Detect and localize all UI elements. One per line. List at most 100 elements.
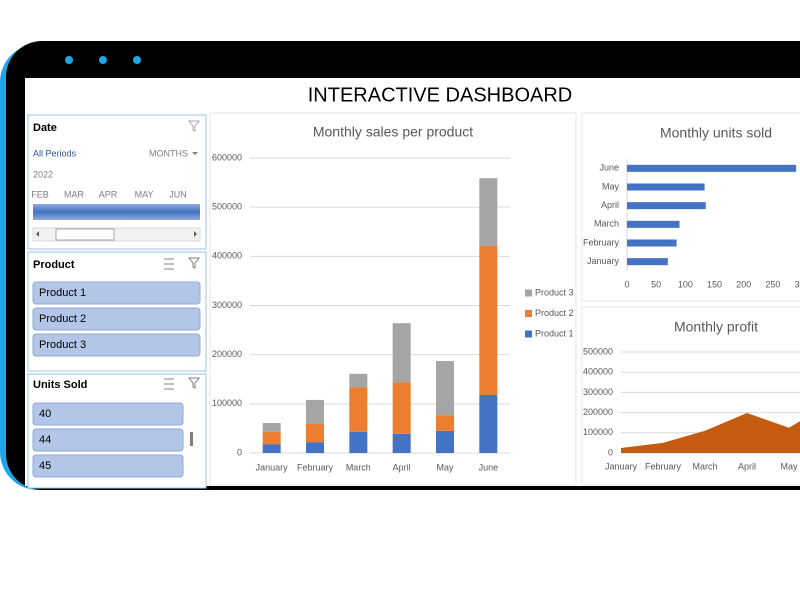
x-tick-label: May	[436, 462, 454, 472]
slicer-item[interactable]	[32, 454, 184, 478]
bar-segment	[262, 431, 281, 445]
dot	[133, 56, 141, 64]
slicer-title: Product	[33, 259, 75, 271]
x-tick-label: January	[256, 462, 289, 472]
y-tick-label: 500000	[212, 202, 242, 212]
legend-label: Product 3	[535, 287, 574, 297]
bar-segment	[349, 387, 368, 432]
slicer-item-label: 44	[39, 434, 51, 446]
chart-title: Monthly sales per product	[313, 124, 473, 140]
y-tick-label: May	[602, 181, 620, 191]
bar-segment	[349, 431, 368, 453]
month-label: JUN	[169, 189, 187, 199]
x-tick-label: March	[346, 462, 371, 472]
product-items: Product 1 Product 2 Product 3	[32, 281, 201, 357]
legend-label: Product 2	[535, 308, 574, 318]
y-tick-label: 100000	[212, 398, 242, 408]
period-label: All Periods	[33, 148, 77, 158]
bar-segment	[436, 361, 454, 416]
y-tick-label: 500000	[583, 346, 613, 356]
legend-label: Product 1	[535, 328, 574, 338]
chart-title: Monthly units sold	[660, 125, 772, 141]
x-tick-label: June	[479, 462, 499, 472]
y-tick-label: April	[601, 200, 619, 210]
legend-swatch	[525, 289, 532, 297]
dot	[65, 56, 73, 64]
slicer-item-label: 45	[39, 460, 51, 472]
y-tick-label: June	[599, 163, 619, 173]
dropdown-arrow[interactable]	[192, 152, 198, 155]
bar	[627, 220, 680, 228]
x-tick-label: March	[692, 461, 717, 471]
bar-segment	[392, 433, 411, 453]
slicer-item[interactable]	[32, 333, 201, 357]
bar-segment	[262, 423, 281, 432]
bar-segment	[436, 430, 454, 453]
month-label: MAR	[64, 189, 85, 199]
x-tick-label: February	[297, 462, 334, 472]
y-tick-label: 0	[237, 447, 242, 457]
x-tick-label: 100	[678, 279, 693, 289]
dot	[99, 56, 107, 64]
bar-segment	[479, 246, 498, 395]
x-tick-label: 50	[651, 279, 661, 289]
x-tick-label: 300	[794, 279, 800, 289]
bar-segment	[306, 442, 324, 453]
slicer-item-label: Product 2	[39, 313, 86, 325]
y-tick-label: 200000	[583, 407, 613, 417]
date-slicer[interactable]	[27, 114, 207, 250]
clear-filter-icon[interactable]	[187, 120, 201, 132]
slicer-item[interactable]	[32, 402, 184, 426]
slicer-item[interactable]	[32, 307, 201, 331]
x-tick-label: 250	[765, 279, 780, 289]
bar-segment	[306, 423, 324, 443]
y-tick-label: 600000	[212, 152, 242, 162]
slicer-item-label: 40	[39, 408, 51, 420]
bar-segment	[392, 323, 411, 383]
y-tick-label: March	[594, 219, 619, 229]
y-tick-label: 100000	[583, 427, 613, 437]
scroll-thumb[interactable]	[190, 432, 193, 446]
bar-segment	[349, 373, 368, 388]
bar	[627, 202, 706, 210]
units-items: 40 44 45	[32, 402, 184, 478]
dashboard-title: INTERACTIVE DASHBOARD	[308, 84, 572, 106]
bar-segment	[479, 178, 498, 247]
bar-segment	[306, 399, 324, 424]
slicer-item[interactable]	[32, 428, 184, 452]
y-tick-label: 200000	[212, 349, 242, 359]
y-tick-label: January	[587, 256, 620, 266]
chart-panel	[581, 306, 800, 486]
level-label[interactable]: MONTHS	[149, 148, 188, 158]
bar-segment	[479, 394, 498, 453]
y-tick-label: 400000	[583, 367, 613, 377]
y-tick-label: 300000	[212, 300, 242, 310]
bar-segment	[262, 444, 281, 453]
x-tick-label: 200	[736, 279, 751, 289]
bar	[627, 183, 705, 191]
timeline-bar[interactable]	[33, 204, 200, 220]
bar	[627, 258, 668, 266]
slicer-item[interactable]	[32, 281, 201, 305]
slicer-item-label: Product 1	[39, 287, 86, 299]
x-tick-label: April	[738, 461, 756, 471]
x-tick-label: April	[393, 462, 411, 472]
slicer-icons[interactable]	[164, 257, 201, 270]
x-tick-label: January	[605, 461, 638, 471]
slicer-title: Date	[33, 122, 57, 134]
legend-swatch	[525, 310, 532, 317]
slicer-item-label: Product 3	[39, 339, 86, 351]
chart-title: Monthly profit	[674, 319, 758, 335]
slicer-icons[interactable]	[164, 377, 201, 390]
month-label: APR	[99, 189, 118, 199]
device: INTERACTIVE DASHBOARD Date All Periods M…	[0, 41, 800, 490]
slicer-title: Units Sold	[33, 379, 87, 391]
month-label: MAY	[135, 189, 154, 199]
y-tick-label: February	[583, 237, 620, 247]
area	[621, 413, 800, 453]
y-tick-label: 300000	[583, 387, 613, 397]
scroll-thumb[interactable]	[55, 228, 115, 241]
year-label: 2022	[33, 169, 53, 179]
